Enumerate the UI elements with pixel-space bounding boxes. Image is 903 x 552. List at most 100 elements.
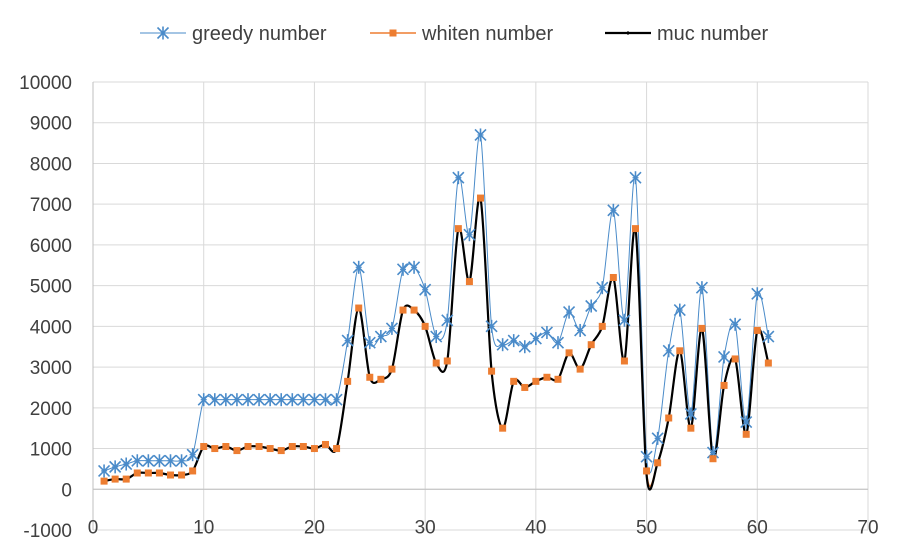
data-point bbox=[684, 407, 697, 421]
data-point bbox=[100, 477, 108, 485]
data-point bbox=[377, 375, 385, 383]
data-point bbox=[632, 225, 639, 233]
data-point bbox=[144, 469, 152, 477]
data-point bbox=[554, 375, 562, 383]
y-tick-label: -1000 bbox=[23, 521, 72, 542]
data-point bbox=[264, 393, 277, 407]
data-point bbox=[120, 457, 133, 471]
data-point bbox=[164, 454, 177, 468]
data-point bbox=[253, 393, 266, 407]
data-point bbox=[640, 450, 653, 464]
data-point bbox=[762, 330, 775, 344]
data-point bbox=[543, 373, 551, 381]
y-tick-label: 10000 bbox=[19, 73, 72, 94]
data-point bbox=[222, 443, 230, 451]
data-point bbox=[598, 322, 606, 330]
data-point bbox=[109, 460, 122, 474]
data-point bbox=[596, 281, 609, 295]
x-tick-label: 60 bbox=[747, 517, 768, 538]
y-tick-label: 9000 bbox=[30, 114, 72, 135]
data-point bbox=[189, 467, 197, 475]
data-point bbox=[507, 334, 520, 348]
data-point bbox=[186, 448, 199, 462]
data-point bbox=[142, 454, 155, 468]
data-point bbox=[654, 459, 662, 467]
data-point bbox=[662, 344, 675, 358]
data-point bbox=[687, 424, 695, 432]
data-point bbox=[322, 440, 329, 448]
data-point bbox=[330, 393, 343, 407]
data-point bbox=[751, 287, 764, 301]
data-point bbox=[319, 393, 332, 407]
data-point bbox=[609, 273, 617, 281]
data-point bbox=[443, 357, 451, 365]
y-tick-label: 3000 bbox=[30, 358, 72, 379]
data-point bbox=[629, 171, 642, 185]
data-point bbox=[474, 128, 487, 142]
data-point bbox=[131, 454, 144, 468]
data-point bbox=[753, 326, 761, 334]
data-point bbox=[244, 443, 252, 451]
data-point bbox=[374, 330, 387, 344]
data-point bbox=[496, 338, 509, 352]
data-point bbox=[574, 323, 587, 337]
data-point bbox=[720, 381, 728, 389]
data-point bbox=[421, 322, 429, 330]
data-point bbox=[167, 471, 174, 479]
data-point bbox=[607, 203, 620, 217]
data-point bbox=[698, 324, 706, 332]
data-point bbox=[410, 306, 418, 314]
data-point bbox=[333, 445, 341, 453]
data-point bbox=[764, 359, 772, 367]
data-point bbox=[695, 281, 708, 295]
y-tick-label: 8000 bbox=[30, 154, 72, 175]
data-point bbox=[288, 443, 296, 451]
x-tick-label: 0 bbox=[88, 517, 99, 538]
data-point bbox=[352, 260, 365, 274]
data-point bbox=[111, 475, 119, 483]
data-point bbox=[219, 393, 232, 407]
y-tick-label: 0 bbox=[61, 480, 72, 501]
data-point bbox=[676, 347, 684, 355]
legend: greedy number whiten number muc number bbox=[140, 23, 768, 45]
data-point bbox=[408, 260, 421, 274]
legend-marker bbox=[626, 31, 630, 35]
x-tick-label: 30 bbox=[415, 517, 436, 538]
x-tick-label: 10 bbox=[193, 517, 214, 538]
data-point bbox=[133, 469, 141, 477]
data-point bbox=[178, 471, 186, 479]
data-point bbox=[742, 430, 750, 438]
data-point bbox=[310, 445, 318, 453]
data-point bbox=[275, 393, 288, 407]
data-point bbox=[200, 443, 208, 451]
data-point bbox=[175, 454, 188, 468]
data-point bbox=[385, 321, 398, 335]
data-point bbox=[419, 283, 432, 297]
x-tick-label: 50 bbox=[636, 517, 657, 538]
legend-marker bbox=[389, 29, 397, 37]
data-point bbox=[499, 424, 507, 432]
data-point bbox=[430, 330, 443, 344]
data-point bbox=[521, 383, 529, 391]
data-point bbox=[299, 443, 307, 451]
data-point bbox=[355, 304, 363, 312]
data-point bbox=[651, 431, 664, 445]
data-point bbox=[551, 336, 565, 350]
data-point bbox=[465, 278, 473, 286]
data-point bbox=[740, 415, 753, 429]
data-point bbox=[563, 305, 576, 319]
data-point bbox=[208, 393, 221, 407]
legend-label: whiten number bbox=[421, 23, 554, 45]
data-point bbox=[587, 341, 595, 349]
data-point bbox=[155, 469, 163, 477]
tick-labels: -1000 0 1000 2000 3000 4000 5000 6000 7000 8000 90… bbox=[19, 73, 878, 542]
y-tick-label: 2000 bbox=[30, 399, 72, 420]
data-point bbox=[529, 332, 542, 346]
data-point bbox=[363, 336, 376, 350]
data-point bbox=[454, 225, 462, 233]
data-point bbox=[477, 194, 484, 202]
data-point bbox=[585, 299, 598, 313]
data-point bbox=[485, 319, 498, 333]
data-point bbox=[709, 455, 717, 463]
